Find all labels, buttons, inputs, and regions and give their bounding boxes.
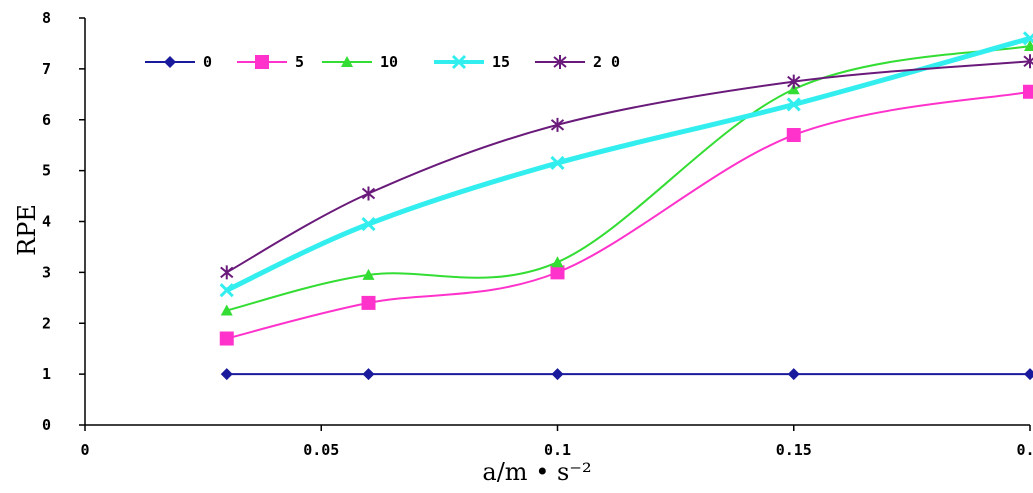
data-point-4 <box>361 186 376 201</box>
axes: 0 1 2 3 4 5 6 7 8 0 0.05 0.1 0.15 0.2 <box>42 9 1033 459</box>
y-tick-label: 8 <box>42 9 51 27</box>
data-point-3 <box>786 97 801 112</box>
legend-item-2: 10 <box>322 53 398 71</box>
series-4 <box>220 54 1033 280</box>
series-2 <box>220 39 1033 316</box>
legend-marker <box>553 55 567 69</box>
data-point-3 <box>1022 31 1033 46</box>
y-tick-label: 1 <box>42 365 51 383</box>
series-0 <box>220 368 1033 381</box>
data-point-2 <box>787 83 800 95</box>
series-line-3 <box>225 35 1031 293</box>
series-line-2 <box>226 44 1031 312</box>
x-tick-label: 0 <box>80 441 89 459</box>
data-point-1 <box>219 331 234 346</box>
data-point-1 <box>786 128 801 143</box>
x-tick-label: 0.1 <box>544 441 571 459</box>
legend-label: 10 <box>380 53 398 71</box>
series-line-1 <box>226 90 1031 340</box>
legend-marker <box>164 56 176 68</box>
y-tick-label: 5 <box>42 162 51 180</box>
series-3 <box>219 31 1033 298</box>
y-tick-label: 0 <box>42 416 51 434</box>
y-tick-label: 4 <box>42 213 51 231</box>
data-point-1 <box>361 295 376 310</box>
data-point-0 <box>220 368 233 381</box>
legend-marker <box>255 55 269 69</box>
legend-item-0: 0 <box>145 53 212 71</box>
y-tick-label: 7 <box>42 60 51 78</box>
x-tick-label: 0.05 <box>303 441 339 459</box>
data-point-3 <box>550 155 565 171</box>
legend: 0 5 10 15 2 0 <box>145 53 620 71</box>
legend-item-3: 15 <box>434 53 510 71</box>
data-point-4 <box>550 117 565 132</box>
series-group <box>219 31 1033 381</box>
y-tick-label: 3 <box>42 263 51 281</box>
x-axis-title: a/m • s⁻² <box>482 458 591 486</box>
x-tick-label: 0.2 <box>1016 441 1033 459</box>
data-point-2 <box>1024 39 1033 51</box>
data-point-3 <box>219 283 234 298</box>
legend-marker <box>341 56 353 67</box>
data-point-4 <box>787 74 801 89</box>
legend-marker <box>451 54 467 70</box>
data-point-2 <box>362 268 375 280</box>
x-tick-label: 0.15 <box>776 441 812 459</box>
data-point-0 <box>1024 368 1033 381</box>
series-1 <box>219 84 1033 346</box>
data-point-0 <box>362 368 375 381</box>
y-axis-title: RPE <box>13 204 41 256</box>
data-point-4 <box>1023 54 1033 69</box>
data-point-2 <box>551 256 564 268</box>
y-tick-label: 6 <box>42 111 51 129</box>
legend-item-1: 5 <box>237 53 304 71</box>
y-tick-label: 2 <box>42 314 51 332</box>
legend-item-4: 2 0 <box>535 53 620 71</box>
legend-label: 15 <box>492 53 510 71</box>
series-line-4 <box>226 60 1031 274</box>
data-point-0 <box>551 368 564 381</box>
legend-label: 0 <box>203 53 212 71</box>
data-point-3 <box>361 216 376 232</box>
data-point-1 <box>1023 84 1033 99</box>
legend-label: 5 <box>295 53 304 71</box>
data-point-4 <box>220 265 234 280</box>
data-point-1 <box>550 265 565 280</box>
data-point-2 <box>220 304 233 316</box>
legend-label: 2 0 <box>593 53 620 71</box>
data-point-0 <box>787 368 800 381</box>
